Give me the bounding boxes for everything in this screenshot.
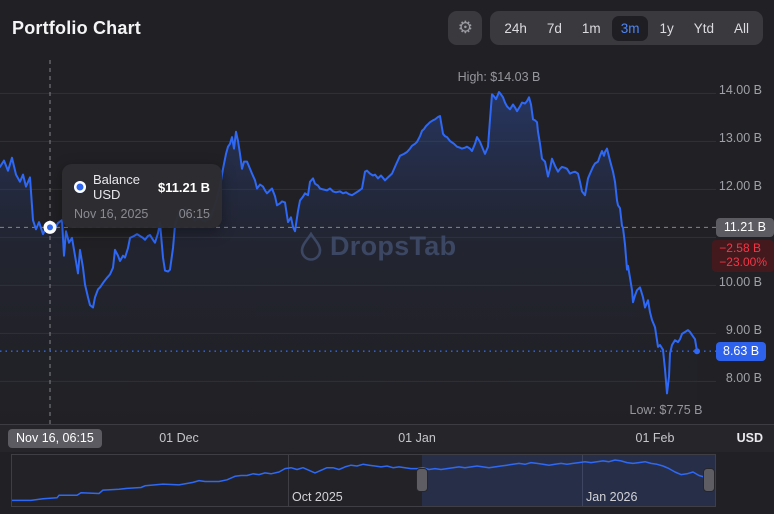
y-axis-label: 10.00 B: [718, 275, 762, 289]
range-button-24h[interactable]: 24h: [495, 16, 536, 41]
range-button-3m[interactable]: 3m: [611, 15, 649, 41]
range-button-ytd[interactable]: Ytd: [685, 16, 723, 41]
tooltip-date: Nov 16, 2025: [74, 207, 149, 221]
droplet-icon: [300, 231, 322, 261]
tooltip-series-label: Balance USD: [93, 172, 140, 202]
change-badge: −2.58 B −23.00%: [712, 240, 774, 272]
crosshair-date-badge: Nov 16, 06:15: [8, 429, 102, 448]
x-axis-label: 01 Dec: [159, 431, 199, 445]
x-axis: Nov 16, 06:15 USD 01 Dec 01 Jan 01 Feb: [0, 424, 774, 452]
last-point-dot: [694, 348, 700, 355]
range-navigator[interactable]: Oct 2025 Jan 2026: [11, 454, 716, 507]
tooltip-time: 06:15: [178, 207, 210, 221]
navigator-label: Oct 2025: [292, 490, 343, 504]
y-axis-label: 14.00 B: [718, 83, 762, 97]
y-axis-label: 9.00 B: [725, 323, 762, 337]
main-chart[interactable]: DropsTab High: $14.03 B Low: $7.75 B Bal…: [0, 56, 774, 424]
balance-line-chart: [0, 60, 716, 424]
dropstab-watermark: DropsTab: [299, 231, 456, 262]
balance-line: [0, 91, 698, 395]
gear-icon: ⚙: [457, 18, 473, 38]
header-controls: ⚙ 24h 7d 1m 3m 1y Ytd All: [448, 11, 763, 45]
navigator-right-handle[interactable]: [703, 468, 715, 492]
navigator-left-handle[interactable]: [416, 468, 428, 492]
range-selector: 24h 7d 1m 3m 1y Ytd All: [490, 11, 763, 45]
navigator-gridline: [288, 455, 289, 506]
tooltip-row-value: Balance USD $11.21 B: [74, 172, 210, 202]
change-abs: −2.58 B: [719, 241, 761, 255]
change-pct: −23.00%: [719, 254, 767, 269]
y-axis-label: 8.00 B: [725, 371, 762, 385]
series-dot-icon: [74, 181, 86, 193]
navigator-label: Jan 2026: [586, 490, 638, 504]
range-button-1y[interactable]: 1y: [650, 16, 682, 41]
navigator-gridline: [582, 455, 583, 506]
tooltip: Balance USD $11.21 B Nov 16, 2025 06:15: [62, 164, 222, 228]
tooltip-value: $11.21 B: [157, 179, 210, 195]
tooltip-row-date: Nov 16, 2025 06:15: [74, 207, 210, 221]
low-annotation: Low: $7.75 B: [629, 403, 703, 417]
range-button-1m[interactable]: 1m: [573, 16, 610, 41]
y-axis-label: 13.00 B: [718, 131, 762, 145]
page-title: Portfolio Chart: [12, 17, 141, 38]
watermark-text: DropsTab: [330, 231, 457, 261]
area-fill: [0, 92, 697, 424]
crosshair-value-badge: 11.21 B: [715, 218, 774, 237]
current-value-badge: 8.63 B: [716, 342, 767, 361]
range-button-all[interactable]: All: [725, 16, 758, 41]
crosshair-marker-center: [47, 224, 53, 231]
range-button-7d[interactable]: 7d: [538, 16, 571, 41]
y-axis-label: 12.00 B: [718, 179, 762, 193]
currency-label: USD: [736, 431, 763, 445]
x-axis-label: 01 Jan: [398, 431, 436, 445]
high-annotation: High: $14.03 B: [457, 70, 541, 84]
x-axis-label: 01 Feb: [635, 431, 675, 445]
header: Portfolio Chart ⚙ 24h 7d 1m 3m 1y Ytd All: [0, 0, 774, 56]
settings-button[interactable]: ⚙: [448, 11, 483, 45]
